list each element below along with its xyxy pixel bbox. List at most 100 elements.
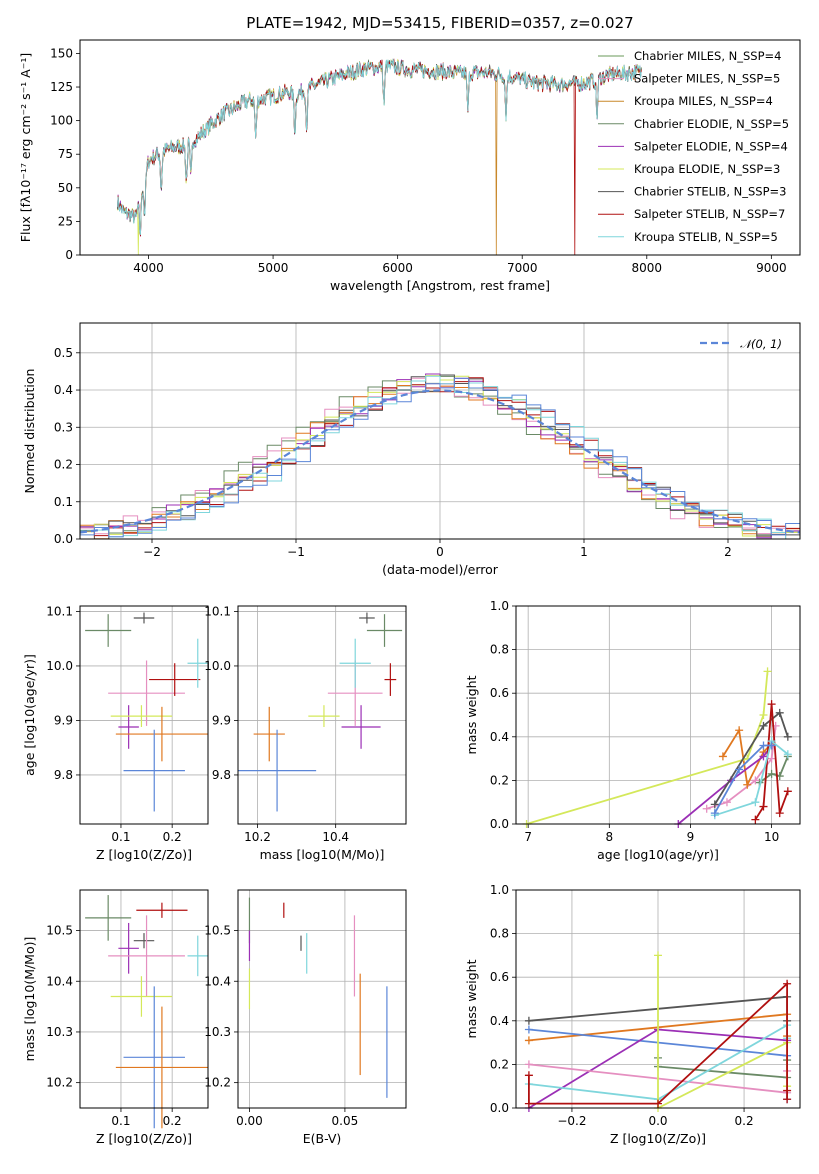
errorbar-point-2 bbox=[136, 902, 188, 918]
errorbar-point-6 bbox=[308, 705, 340, 727]
reference-legend-label: 𝒩(0, 1) bbox=[740, 337, 782, 351]
weight-series-7 bbox=[710, 737, 792, 820]
weight-marker bbox=[759, 752, 768, 761]
x-tick-label: 2 bbox=[724, 545, 732, 559]
y-tick-label: 0.8 bbox=[490, 927, 509, 941]
x-tick-label: 9000 bbox=[756, 261, 787, 275]
x-axis-label: mass [log10(M/Mo)] bbox=[260, 847, 385, 862]
x-axis-label: Z [log10(Z/Zo)] bbox=[610, 1131, 706, 1146]
y-tick-label: 10.2 bbox=[204, 1076, 231, 1090]
x-tick-label: 5000 bbox=[258, 261, 289, 275]
y-tick-label: 150 bbox=[50, 46, 73, 60]
spectrum-series-5 bbox=[117, 58, 642, 255]
errorbar-point-8 bbox=[123, 729, 185, 812]
x-axis-label: age [log10(age/yr)] bbox=[597, 847, 719, 862]
x-tick-label: 10.4 bbox=[322, 830, 349, 844]
x-tick-label: 7 bbox=[524, 830, 532, 844]
y-axis-label: mass weight bbox=[464, 675, 479, 754]
x-tick-label: 7000 bbox=[507, 261, 538, 275]
weight-marker bbox=[524, 1025, 533, 1034]
errorbar-point-4 bbox=[187, 638, 208, 688]
y-axis-label: Flux [fλ10⁻¹⁷ erg cm⁻² s⁻¹ A⁻¹] bbox=[18, 53, 33, 242]
y-axis-label: mass weight bbox=[464, 959, 479, 1038]
y-tick-label: 9.9 bbox=[212, 713, 231, 727]
weight-marker bbox=[524, 1060, 533, 1069]
y-tick-label: 0.2 bbox=[490, 1057, 509, 1071]
x-tick-label: 1 bbox=[580, 545, 588, 559]
spectrum-series-8 bbox=[117, 58, 642, 235]
x-tick-label: 0.1 bbox=[111, 1114, 130, 1128]
weight-marker bbox=[759, 802, 768, 811]
errorbar-point-1 bbox=[133, 612, 155, 624]
y-tick-label: 10.3 bbox=[46, 1025, 73, 1039]
weight-marker bbox=[524, 1016, 533, 1025]
x-axis-label: (data-model)/error bbox=[382, 562, 499, 577]
y-tick-label: 0.0 bbox=[490, 817, 509, 831]
figure-title: PLATE=1942, MJD=53415, FIBERID=0357, z=0… bbox=[246, 14, 633, 32]
x-tick-label: −1 bbox=[287, 545, 305, 559]
errorbar-point-7 bbox=[123, 986, 185, 1129]
errorbar-point-4 bbox=[339, 638, 371, 688]
x-tick-label: 0.2 bbox=[163, 1114, 182, 1128]
errorbar-point-5 bbox=[118, 705, 139, 749]
weight-marker bbox=[710, 800, 719, 809]
legend-label: Kroupa STELIB, N_SSP=5 bbox=[634, 230, 778, 244]
weight-series-8 bbox=[710, 741, 776, 818]
weight-series-4 bbox=[522, 667, 772, 828]
weight-series-5 bbox=[710, 708, 792, 809]
normal-curve bbox=[79, 389, 801, 534]
weight-marker bbox=[759, 741, 768, 750]
weight-line bbox=[714, 739, 789, 817]
weight-marker bbox=[783, 787, 792, 796]
ticks-age-vs-Z: 0.1 0.2 9.8 9.9 10.0 10.1 Z [log10(Z/Zo)] age [… bbox=[22, 604, 192, 862]
y-tick-label: 0.6 bbox=[490, 686, 509, 700]
weight-marker bbox=[722, 798, 731, 807]
legend-label: Salpeter STELIB, N_SSP=7 bbox=[634, 207, 785, 221]
weight-line bbox=[714, 744, 772, 814]
errorbar-point-1 bbox=[359, 612, 375, 624]
weight-marker bbox=[743, 780, 752, 789]
errorbar-point-0 bbox=[85, 614, 132, 647]
weight-marker bbox=[767, 741, 776, 750]
weight-marker bbox=[710, 809, 719, 818]
y-tick-label: 9.8 bbox=[212, 768, 231, 782]
weight-marker bbox=[783, 979, 792, 988]
legend-label: Salpeter ELODIE, N_SSP=4 bbox=[634, 139, 788, 153]
weight-series-6 bbox=[751, 700, 792, 824]
y-tick-label: 1.0 bbox=[490, 599, 509, 613]
errorbar-point-5 bbox=[341, 705, 381, 749]
residual-histogram-7 bbox=[80, 375, 800, 539]
y-tick-label: 1.0 bbox=[490, 883, 509, 897]
y-tick-label: 10.0 bbox=[46, 659, 73, 673]
y-tick-label: 0.4 bbox=[54, 383, 73, 397]
legend-label: Kroupa MILES, N_SSP=4 bbox=[634, 94, 773, 108]
panel-mass-vs-EBV bbox=[238, 890, 406, 1108]
axes-frame bbox=[79, 605, 209, 825]
weight-marker bbox=[751, 776, 760, 785]
ticks-age-vs-mass: 10.2 10.4 9.8 9.9 10.0 10.1 mass [log10(M/Mo)] bbox=[204, 604, 384, 862]
x-axis-label: wavelength [Angstrom, rest frame] bbox=[330, 278, 550, 293]
weight-marker bbox=[718, 752, 727, 761]
weight-marker bbox=[783, 1095, 792, 1104]
y-tick-label: 0.6 bbox=[490, 970, 509, 984]
panel-mass-vs-Z bbox=[80, 890, 208, 1108]
weight-marker bbox=[751, 815, 760, 824]
y-tick-label: 0.0 bbox=[54, 532, 73, 546]
y-tick-label: 0.2 bbox=[490, 773, 509, 787]
weight-marker bbox=[751, 798, 760, 807]
ticks-spectrum: 4000 5000 6000 7000 8000 9000 0 25 50 75 100 125 150… bbox=[18, 46, 787, 293]
y-tick-label: 0.8 bbox=[490, 643, 509, 657]
y-tick-label: 9.9 bbox=[54, 713, 73, 727]
weight-marker bbox=[783, 732, 792, 741]
weight-marker bbox=[759, 711, 768, 719]
y-tick-label: 10.4 bbox=[46, 974, 73, 988]
weight-marker bbox=[654, 951, 662, 960]
ticks-mass-vs-Z: 0.1 0.2 10.2 10.3 10.4 10.5 Z [log10(Z/Zo)] mas… bbox=[22, 924, 192, 1146]
ticks-weight-vs-age: 7 8 9 10 0.0 0.2 0.4 0.6 0.8 1.0 age [log10(age/yr… bbox=[464, 599, 779, 862]
x-tick-label: 8000 bbox=[632, 261, 663, 275]
y-tick-label: 50 bbox=[58, 181, 73, 195]
y-tick-label: 9.8 bbox=[54, 768, 73, 782]
y-tick-label: 10.4 bbox=[204, 974, 231, 988]
errorbar-point-8 bbox=[115, 1006, 208, 1129]
